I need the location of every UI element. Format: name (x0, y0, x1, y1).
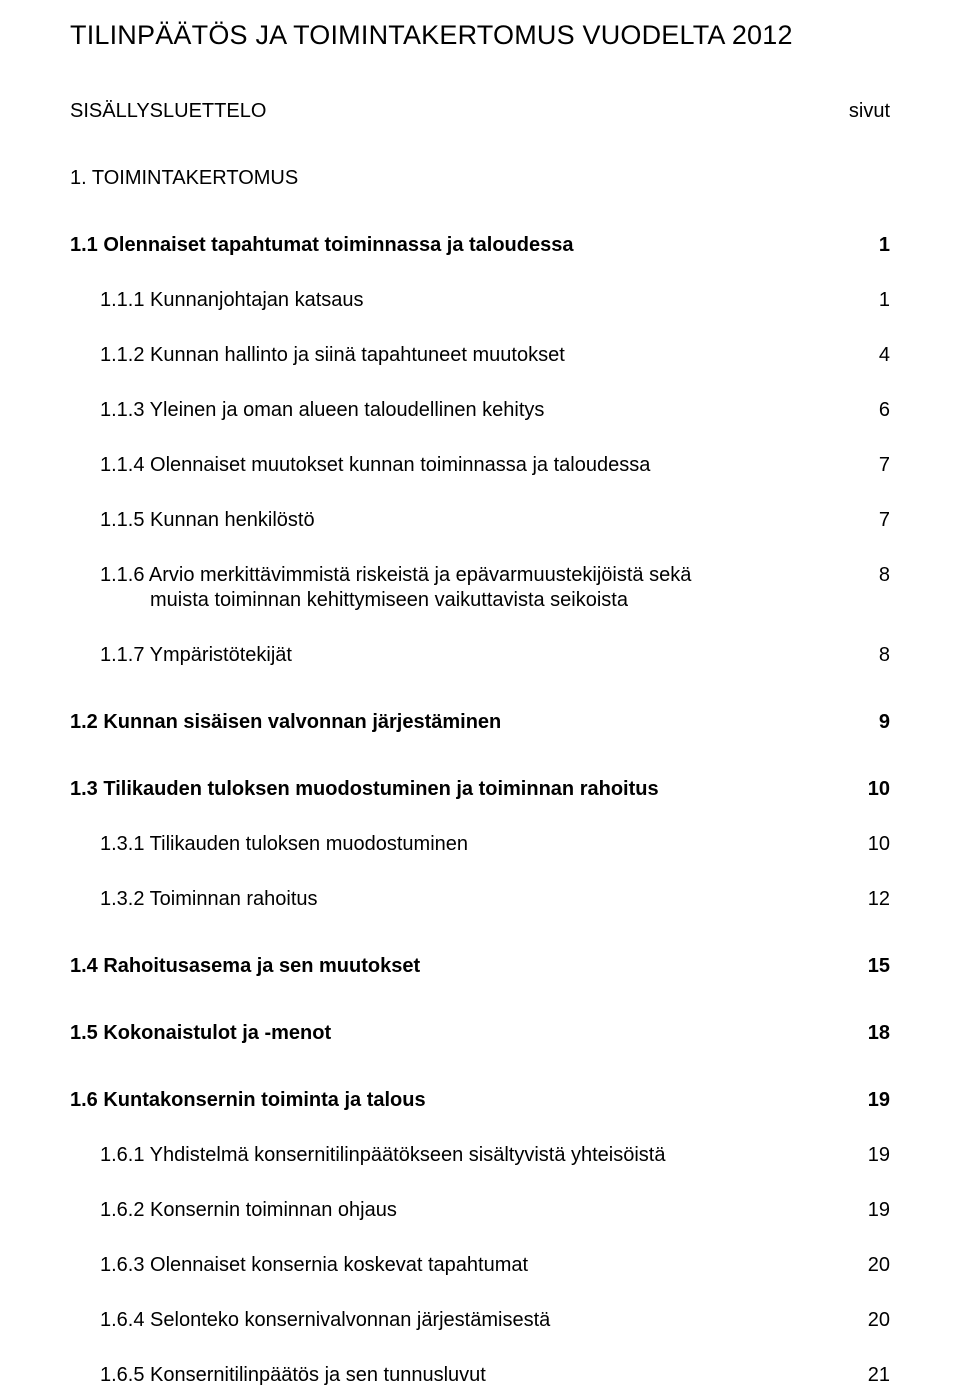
toc-header-row: SISÄLLYSLUETTELO sivut (70, 99, 890, 124)
toc-entry: 1.1 Olennaiset tapahtumat toiminnassa ja… (70, 233, 890, 258)
toc-entry-label: 1.6.2 Konsernin toiminnan ohjaus (100, 1198, 850, 1223)
toc-entry-label: 1.1.7 Ympäristötekijät (100, 643, 850, 668)
toc-entry-label: 1.1.4 Olennaiset muutokset kunnan toimin… (100, 453, 850, 478)
toc-entry-page: 8 (850, 643, 890, 668)
toc-entry-label: 1.3 Tilikauden tuloksen muodostuminen ja… (70, 777, 850, 802)
toc-entry: 1.6.3 Olennaiset konsernia koskevat tapa… (70, 1253, 890, 1278)
toc-entry-page: 19 (850, 1143, 890, 1168)
toc-entry-label: 1.6.1 Yhdistelmä konsernitilinpäätökseen… (100, 1143, 850, 1168)
toc-entry-label: 1.1.6 Arvio merkittävimmistä riskeistä j… (100, 563, 850, 613)
toc-entry: 1. TOIMINTAKERTOMUS (70, 166, 890, 191)
toc-entry-page: 10 (850, 777, 890, 802)
page-title: TILINPÄÄTÖS JA TOIMINTAKERTOMUS VUODELTA… (70, 20, 890, 51)
toc-entry: 1.1.3 Yleinen ja oman alueen taloudellin… (70, 398, 890, 423)
toc-entry: 1.6.2 Konsernin toiminnan ohjaus19 (70, 1198, 890, 1223)
toc-entry-label: 1.6.4 Selonteko konsernivalvonnan järjes… (100, 1308, 850, 1333)
toc-entry-page: 21 (850, 1363, 890, 1388)
toc-entry-label: 1.4 Rahoitusasema ja sen muutokset (70, 954, 850, 979)
toc-entry-label: 1.5 Kokonaistulot ja -menot (70, 1021, 850, 1046)
toc-entry-page: 18 (850, 1021, 890, 1046)
toc-entry: 1.6 Kuntakonsernin toiminta ja talous19 (70, 1088, 890, 1113)
toc-entry-label: 1.6.3 Olennaiset konsernia koskevat tapa… (100, 1253, 850, 1278)
toc-entry: 1.1.2 Kunnan hallinto ja siinä tapahtune… (70, 343, 890, 368)
toc-entry: 1.6.5 Konsernitilinpäätös ja sen tunnusl… (70, 1363, 890, 1388)
toc-entry-label: 1.6 Kuntakonsernin toiminta ja talous (70, 1088, 850, 1113)
toc-entry-label: 1.2 Kunnan sisäisen valvonnan järjestämi… (70, 710, 850, 735)
toc-entry-page: 9 (850, 710, 890, 735)
toc-entry: 1.1.6 Arvio merkittävimmistä riskeistä j… (70, 563, 890, 613)
toc-entry: 1.4 Rahoitusasema ja sen muutokset15 (70, 954, 890, 979)
toc-entry-label: 1. TOIMINTAKERTOMUS (70, 166, 850, 191)
toc-entry-page: 4 (850, 343, 890, 368)
toc-entry: 1.5 Kokonaistulot ja -menot18 (70, 1021, 890, 1046)
toc-entry-page: 1 (850, 288, 890, 313)
toc-entry-label: 1.1.2 Kunnan hallinto ja siinä tapahtune… (100, 343, 850, 368)
toc-entry-page: 7 (850, 508, 890, 533)
toc-entry-label: 1.3.1 Tilikauden tuloksen muodostuminen (100, 832, 850, 857)
toc-entry-label: 1.6.5 Konsernitilinpäätös ja sen tunnusl… (100, 1363, 850, 1388)
toc-entry: 1.1.4 Olennaiset muutokset kunnan toimin… (70, 453, 890, 478)
toc-entry-label: 1.1.1 Kunnanjohtajan katsaus (100, 288, 850, 313)
toc-entry: 1.1.1 Kunnanjohtajan katsaus1 (70, 288, 890, 313)
document-page: TILINPÄÄTÖS JA TOIMINTAKERTOMUS VUODELTA… (0, 0, 960, 1353)
toc-entry: 1.3 Tilikauden tuloksen muodostuminen ja… (70, 777, 890, 802)
toc-entry-page: 15 (850, 954, 890, 979)
toc-entry-page: 19 (850, 1198, 890, 1223)
toc-entry: 1.1.5 Kunnan henkilöstö7 (70, 508, 890, 533)
toc-entry: 1.3.1 Tilikauden tuloksen muodostuminen1… (70, 832, 890, 857)
toc-entry: 1.6.4 Selonteko konsernivalvonnan järjes… (70, 1308, 890, 1333)
toc-entry-page: 19 (850, 1088, 890, 1113)
toc-entry-page: 20 (850, 1308, 890, 1333)
toc-entry: 1.3.2 Toiminnan rahoitus12 (70, 887, 890, 912)
toc-entry: 1.6.1 Yhdistelmä konsernitilinpäätökseen… (70, 1143, 890, 1168)
toc-header-label: SISÄLLYSLUETTELO (70, 99, 849, 124)
toc-entry-label: 1.3.2 Toiminnan rahoitus (100, 887, 850, 912)
toc-entry-label: 1.1.5 Kunnan henkilöstö (100, 508, 850, 533)
toc-entry-page: 7 (850, 453, 890, 478)
toc-entry-page: 6 (850, 398, 890, 423)
toc-entry-page: 10 (850, 832, 890, 857)
toc-header-pages: sivut (849, 99, 890, 124)
toc-entry-label: 1.1.3 Yleinen ja oman alueen taloudellin… (100, 398, 850, 423)
toc-entry-page: 1 (850, 233, 890, 258)
toc-entry: 1.1.7 Ympäristötekijät8 (70, 643, 890, 668)
toc-entry-page: 12 (850, 887, 890, 912)
table-of-contents: 1. TOIMINTAKERTOMUS 1.1 Olennaiset tapaht… (70, 166, 890, 1388)
toc-entry-page: 20 (850, 1253, 890, 1278)
toc-entry-label-line2: muista toiminnan kehittymiseen vaikuttav… (100, 588, 850, 613)
toc-entry: 1.2 Kunnan sisäisen valvonnan järjestämi… (70, 710, 890, 735)
toc-entry-page: 8 (850, 563, 890, 588)
toc-entry-label: 1.1 Olennaiset tapahtumat toiminnassa ja… (70, 233, 850, 258)
